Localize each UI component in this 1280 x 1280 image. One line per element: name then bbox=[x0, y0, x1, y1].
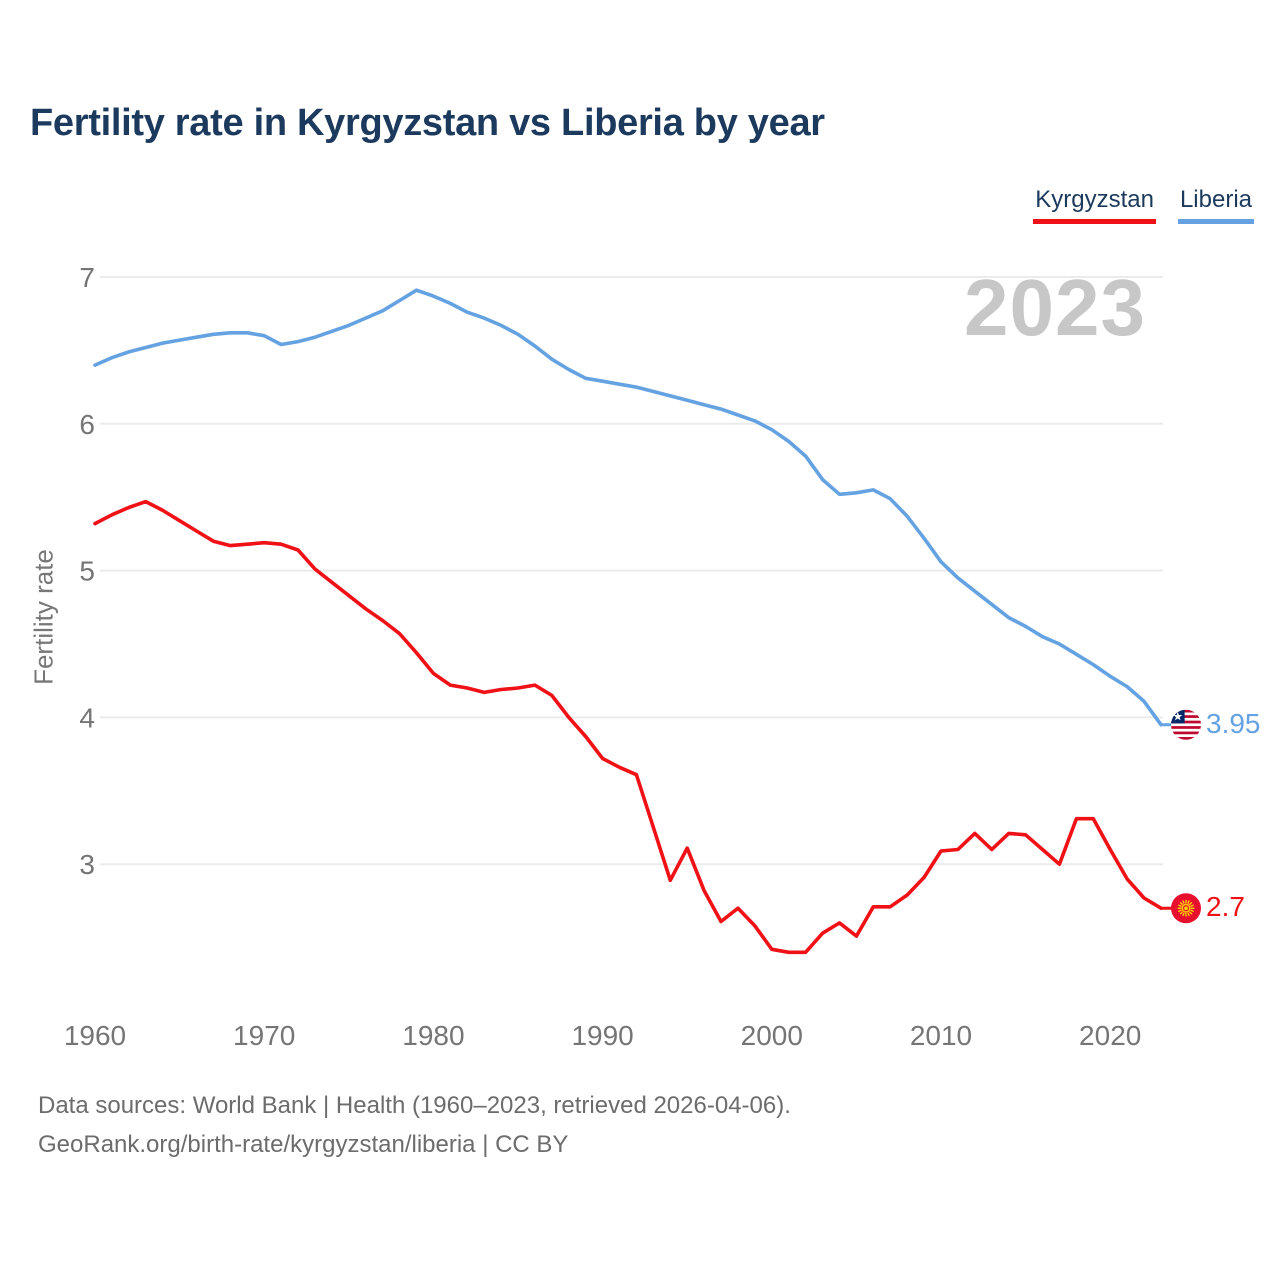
liberia-flag-icon bbox=[1171, 709, 1201, 740]
legend: Kyrgyzstan Liberia bbox=[1033, 186, 1254, 224]
y-tick-label: 6 bbox=[79, 409, 95, 440]
x-tick-label: 2000 bbox=[741, 1020, 803, 1051]
series-line-kyrgyzstan bbox=[93, 499, 1163, 955]
kyrgyzstan-flag-icon bbox=[1171, 893, 1201, 924]
x-tick-label: 1960 bbox=[64, 1020, 126, 1051]
x-tick-label: 2010 bbox=[910, 1020, 972, 1051]
page-title: Fertility rate in Kyrgyzstan vs Liberia … bbox=[30, 102, 825, 144]
footer-attribution: GeoRank.org/birth-rate/kyrgyzstan/liberi… bbox=[38, 1131, 569, 1158]
y-tick-label: 4 bbox=[79, 702, 95, 733]
y-tick-label: 7 bbox=[79, 262, 95, 293]
series-line-liberia bbox=[93, 288, 1163, 727]
kyrgyzstan-end-value: 2.7 bbox=[1206, 891, 1245, 923]
legend-item-kyrgyzstan[interactable]: Kyrgyzstan bbox=[1033, 186, 1156, 224]
y-tick-label: 3 bbox=[79, 849, 95, 880]
x-tick-label: 1990 bbox=[571, 1020, 633, 1051]
x-tick-label: 1980 bbox=[402, 1020, 464, 1051]
footer-sources: Data sources: World Bank | Health (1960–… bbox=[38, 1092, 791, 1119]
legend-item-liberia[interactable]: Liberia bbox=[1177, 186, 1254, 224]
liberia-end-value: 3.95 bbox=[1206, 707, 1261, 739]
x-tick-label: 1970 bbox=[233, 1020, 295, 1051]
footer: Data sources: World Bank | Health (1960–… bbox=[38, 1086, 791, 1164]
x-tick-label: 2020 bbox=[1079, 1020, 1141, 1051]
y-tick-label: 5 bbox=[79, 556, 95, 587]
